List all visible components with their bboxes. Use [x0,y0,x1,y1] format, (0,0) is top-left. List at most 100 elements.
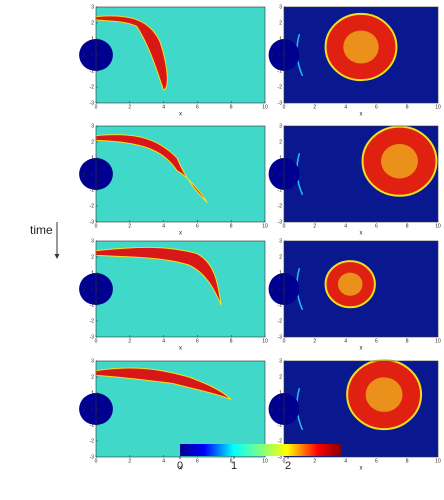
x-tick-label: 8 [406,104,409,110]
x-tick-label: 2 [128,458,131,464]
y-tick-label: -2 [278,438,283,444]
x-tick-label: 8 [230,458,233,464]
y-tick-label: 2 [279,374,282,380]
y-tick-label: 0 [91,52,94,58]
x-axis-label: x [179,231,182,237]
y-tick-label: -3 [278,334,283,340]
y-tick-label: 1 [279,36,282,42]
y-tick-label: 1 [279,390,282,396]
y-tick-label: -1 [278,302,283,308]
vortex-sheet [95,15,168,91]
x-tick-label: 0 [95,223,98,229]
x-tick-label: 6 [375,338,378,344]
y-tick-label: 1 [91,36,94,42]
y-tick-label: 1 [91,155,94,161]
y-axis-label: y [83,407,86,413]
x-tick-label: 6 [375,104,378,110]
y-tick-label: -2 [278,84,283,90]
time-label: time [30,223,53,237]
colorbar-tick-label: 2 [285,460,291,472]
x-tick-label: 8 [406,458,409,464]
x-tick-label: 2 [313,104,316,110]
x-tick-label: 2 [128,338,131,344]
y-tick-label: 0 [279,52,282,58]
x-tick-label: 4 [162,104,165,110]
x-tick-label: 6 [375,458,378,464]
vortex-sheet [95,367,232,400]
x-tick-label: 0 [95,104,98,110]
y-tick-label: 2 [279,139,282,145]
vortex-core [365,377,403,412]
x-tick-label: 10 [435,223,441,229]
y-tick-label: 2 [91,139,94,145]
x-tick-label: 0 [95,458,98,464]
x-tick-label: 0 [283,458,286,464]
x-axis-label: x [179,346,182,352]
y-axis-label: y [271,287,274,293]
y-tick-label: 0 [279,286,282,292]
x-tick-label: 8 [230,338,233,344]
x-tick-label: 4 [162,223,165,229]
x-tick-label: 2 [128,223,131,229]
vortex-core [343,30,379,64]
y-tick-label: 1 [91,270,94,276]
y-tick-label: 3 [91,238,94,244]
y-axis-label: y [271,407,274,413]
y-tick-label: 0 [279,406,282,412]
y-tick-label: -1 [90,302,95,308]
time-arrow-head [54,254,60,259]
x-tick-label: 6 [196,458,199,464]
y-tick-label: 0 [279,171,282,177]
y-tick-label: 1 [279,155,282,161]
y-tick-label: 3 [91,4,94,10]
y-tick-label: -1 [278,422,283,428]
vortex-sheet [95,134,208,204]
x-tick-label: 10 [262,338,268,344]
x-tick-label: 0 [283,223,286,229]
x-axis-label: x [360,231,363,237]
y-tick-label: -3 [278,454,283,460]
x-tick-label: 2 [313,458,316,464]
x-tick-label: 6 [196,338,199,344]
y-axis-label: y [271,172,274,178]
x-tick-label: 10 [435,458,441,464]
x-tick-label: 8 [406,338,409,344]
y-tick-label: 3 [279,358,282,364]
colorbar-tick-label: 0 [177,460,183,472]
vortex-core [337,272,363,296]
x-axis-label: x [179,112,182,118]
y-tick-label: -3 [90,100,95,106]
vortex-sheet [95,246,222,306]
x-tick-label: 8 [230,223,233,229]
y-tick-label: 0 [91,286,94,292]
x-axis-label: x [360,466,363,472]
y-tick-label: -1 [278,187,283,193]
x-tick-label: 10 [262,223,268,229]
x-tick-label: 6 [375,223,378,229]
x-axis-label: x [360,112,363,118]
y-axis-label: y [83,287,86,293]
y-tick-label: -2 [90,438,95,444]
x-tick-label: 2 [313,223,316,229]
x-tick-label: 10 [262,458,268,464]
x-tick-label: 6 [196,223,199,229]
x-axis-label: x [360,346,363,352]
x-tick-label: 4 [162,338,165,344]
y-tick-label: 1 [279,270,282,276]
y-tick-label: -3 [278,100,283,106]
y-tick-label: 3 [279,238,282,244]
x-tick-label: 10 [435,338,441,344]
y-tick-label: 1 [91,390,94,396]
y-tick-label: -2 [278,203,283,209]
y-tick-label: -2 [90,203,95,209]
x-tick-label: 4 [344,458,347,464]
y-tick-label: -3 [90,334,95,340]
